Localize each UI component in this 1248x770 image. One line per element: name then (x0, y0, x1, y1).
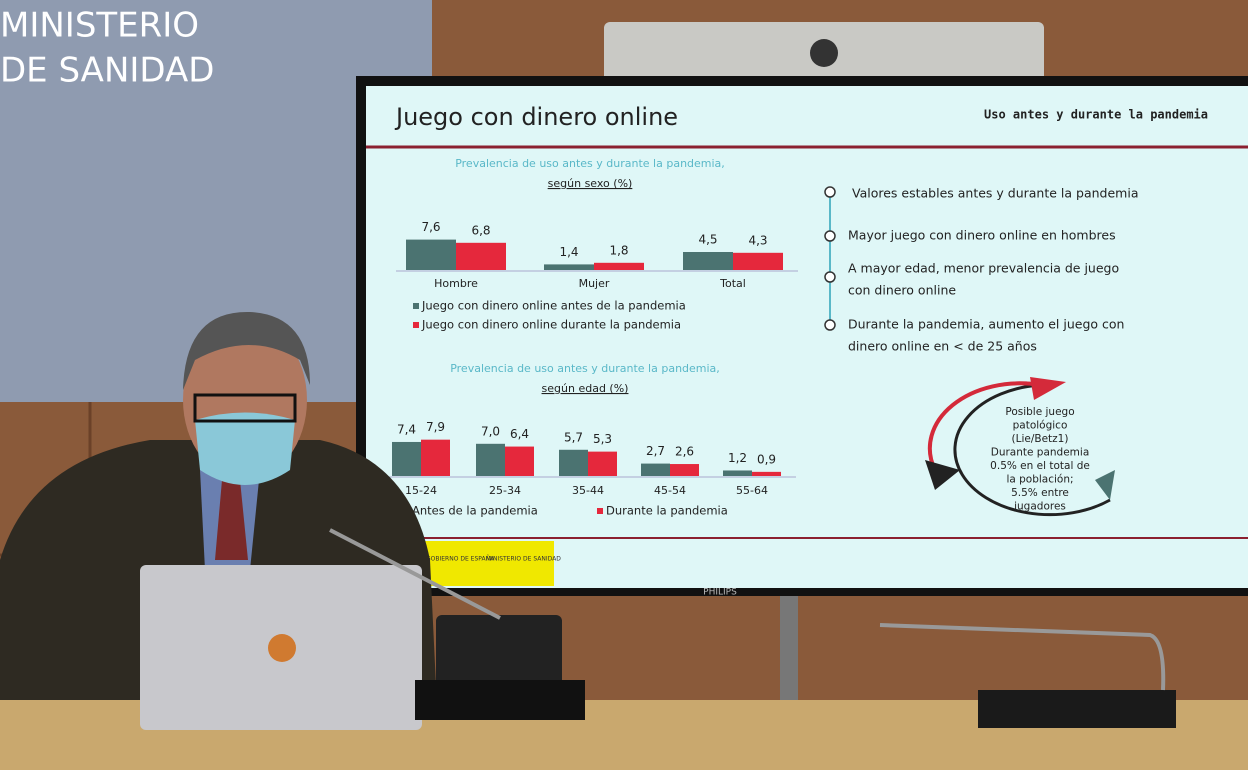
x-tick-label: 55-64 (736, 484, 768, 497)
bar (683, 252, 733, 270)
data-label: 7,0 (481, 424, 500, 438)
bar (733, 252, 783, 270)
bar (476, 443, 505, 476)
bullet-dot (824, 230, 836, 242)
bullet-dot (824, 271, 836, 283)
tie (215, 480, 248, 560)
legend-label: Juego con dinero online durante la pande… (421, 318, 681, 332)
bar (421, 439, 450, 476)
bullet-text: Mayor juego con dinero online en hombres (848, 228, 1116, 243)
data-label: 7,9 (426, 420, 445, 434)
legend-swatch (413, 322, 419, 328)
bar (406, 239, 456, 270)
bar (670, 464, 699, 476)
bar (752, 471, 781, 476)
stand (780, 596, 798, 706)
bar (588, 451, 617, 476)
logo-text: GOBIERNO DE ESPAÑA (426, 556, 495, 563)
x-tick-label: Hombre (434, 277, 478, 290)
slide-subtitle: Uso antes y durante la pandemia (984, 108, 1208, 122)
bullet-dot (824, 186, 836, 198)
cycle-text: 5.5% entre (1011, 487, 1069, 499)
x-tick-label: Mujer (579, 277, 610, 290)
logo-text: MINISTERIO DE SANIDAD (486, 556, 561, 563)
chart-title: Prevalencia de uso antes y durante la pa… (455, 157, 725, 170)
data-label: 1,8 (609, 243, 628, 257)
data-label: 2,6 (675, 445, 694, 459)
bullet-text: dinero online en < de 25 años (848, 339, 1037, 354)
cycle-arrow (925, 460, 960, 490)
cycle-arrow (1030, 377, 1066, 400)
bullet-text: A mayor edad, menor prevalencia de juego (848, 261, 1119, 276)
chart-subtitle: según edad (%) (542, 382, 629, 395)
x-tick-label: 15-24 (405, 484, 437, 497)
bar (456, 242, 506, 270)
foreground (0, 311, 1248, 770)
cycle-text: jugadores (1013, 501, 1066, 513)
bar (594, 262, 644, 270)
bullet-text: Valores estables antes y durante la pand… (852, 186, 1138, 201)
mic-base (978, 690, 1176, 728)
cycle-text: patológico (1013, 420, 1068, 432)
data-label: 5,7 (564, 430, 583, 444)
x-tick-label: 35-44 (572, 484, 604, 497)
cycle-arc (953, 383, 1111, 517)
legend-label: Durante la pandemia (606, 504, 728, 518)
legend-label: Antes de la pandemia (412, 504, 538, 518)
wall-text: MINISTERIO (0, 6, 199, 46)
mic-arm (329, 528, 501, 620)
cycle-text: la población; (1006, 474, 1073, 486)
bar (392, 441, 421, 476)
bar (641, 463, 670, 476)
x-tick-label: 45-54 (654, 484, 686, 497)
mic-base (415, 680, 585, 720)
legend-swatch (413, 303, 419, 309)
footer-logo-box (418, 541, 554, 586)
data-label: 2,7 (646, 444, 665, 458)
screen-brand: PHILIPS (703, 588, 737, 598)
data-label: 5,3 (593, 432, 612, 446)
x-tick-label: 25-34 (489, 484, 521, 497)
data-label: 6,8 (471, 223, 490, 237)
mask (195, 412, 295, 485)
bar (559, 449, 588, 476)
data-label: 4,3 (748, 233, 767, 247)
cycle-text: 0.5% en el total de (990, 460, 1090, 472)
data-label: 1,2 (728, 451, 747, 465)
mic-arm (879, 623, 1166, 691)
data-label: 4,5 (698, 233, 717, 247)
data-label: 7,4 (397, 422, 416, 436)
wall-text: DE SANIDAD (0, 51, 214, 91)
cycle-text: Durante pandemia (991, 447, 1090, 459)
chart-subtitle: según sexo (%) (548, 177, 633, 190)
laptop-logo (268, 634, 296, 662)
bar (723, 470, 752, 476)
bar (505, 446, 534, 476)
mic-base (436, 615, 562, 690)
cycle-arc (927, 381, 1041, 471)
chart-title: Prevalencia de uso antes y durante la pa… (450, 362, 720, 375)
bullet-dot (824, 319, 836, 331)
glasses (193, 393, 297, 423)
bar (544, 264, 594, 270)
data-label: 7,6 (421, 220, 440, 234)
camera-lens (810, 39, 838, 67)
data-label: 6,4 (510, 427, 529, 441)
data-label: 1,4 (559, 245, 578, 259)
bullet-text: Durante la pandemia, aumento el juego co… (848, 317, 1124, 332)
legend-swatch (597, 508, 603, 514)
bullet-text: con dinero online (848, 283, 956, 298)
cycle-text: Posible juego (1005, 406, 1074, 418)
cycle-text: (Lie/Betz1) (1012, 433, 1069, 445)
slide-title: Juego con dinero online (394, 103, 678, 131)
cycle-arrow (1095, 470, 1115, 500)
x-tick-label: Total (719, 277, 746, 290)
hair (183, 311, 310, 390)
data-label: 0,9 (757, 452, 776, 466)
legend-label: Juego con dinero online antes de la pand… (421, 299, 686, 313)
